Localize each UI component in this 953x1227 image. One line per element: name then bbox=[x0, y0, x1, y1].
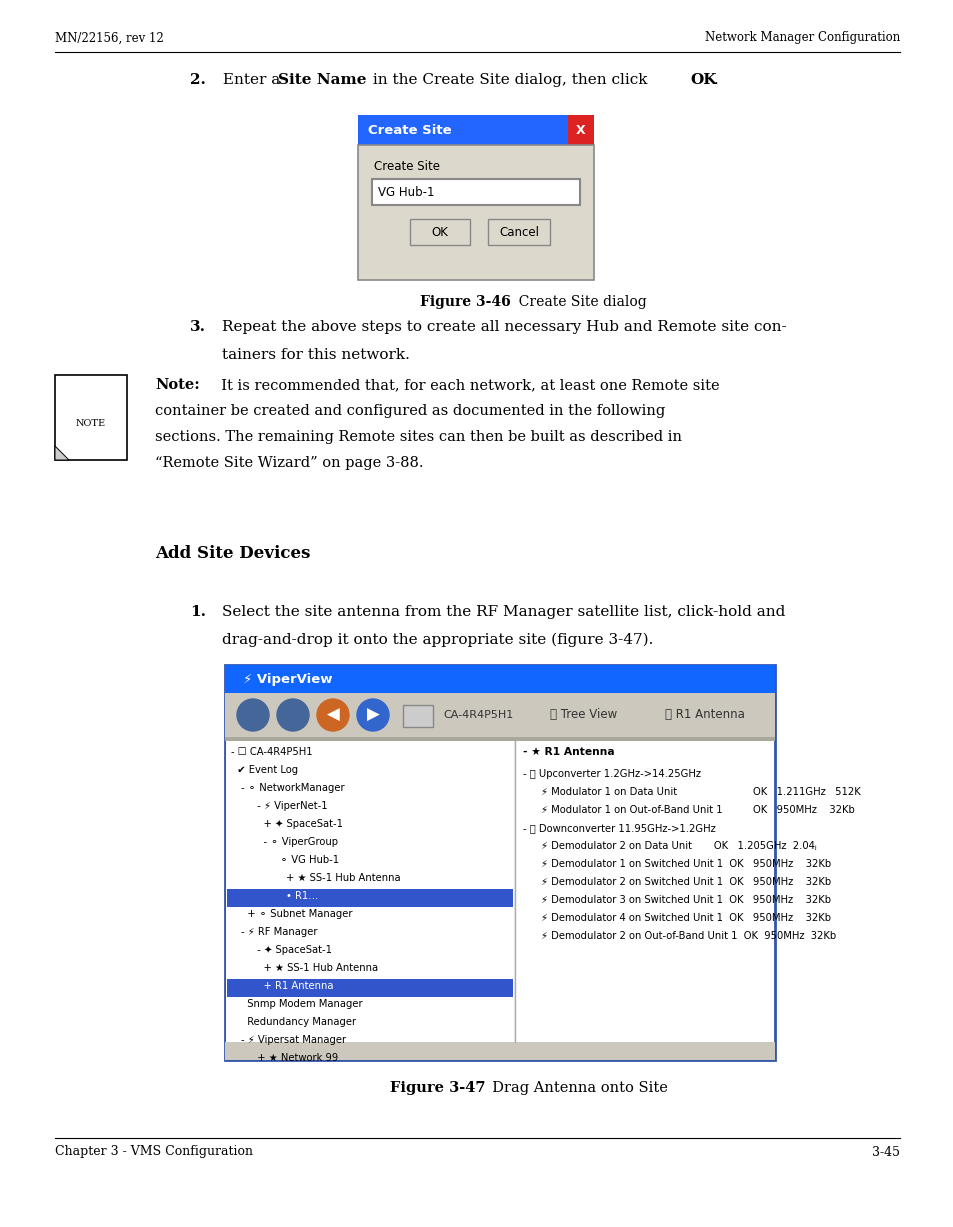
Text: .: . bbox=[713, 72, 718, 87]
Bar bbox=[357, 145, 594, 280]
Text: sections. The remaining Remote sites can then be built as described in: sections. The remaining Remote sites can… bbox=[154, 429, 681, 444]
Polygon shape bbox=[55, 445, 69, 460]
Text: + ★ SS-1 Hub Antenna: + ★ SS-1 Hub Antenna bbox=[251, 963, 377, 973]
Circle shape bbox=[276, 699, 309, 731]
Text: OK   950MHz    32Kb: OK 950MHz 32Kb bbox=[752, 805, 854, 815]
Bar bbox=[488, 218, 550, 245]
Text: ⚡ Modulator 1 on Out-of-Band Unit 1: ⚡ Modulator 1 on Out-of-Band Unit 1 bbox=[540, 805, 721, 815]
Text: Drag Antenna onto Site: Drag Antenna onto Site bbox=[482, 1081, 667, 1094]
Text: Figure 3-46: Figure 3-46 bbox=[419, 294, 510, 309]
Text: Figure 3-47: Figure 3-47 bbox=[390, 1081, 485, 1094]
Circle shape bbox=[316, 699, 349, 731]
Text: - ★ R1 Antenna: - ★ R1 Antenna bbox=[522, 747, 614, 757]
Bar bbox=[227, 890, 513, 907]
Text: Network Manager Configuration: Network Manager Configuration bbox=[704, 32, 899, 44]
Text: OK: OK bbox=[689, 72, 716, 87]
Text: - ⭐ Downconverter 11.95GHz->1.2GHz: - ⭐ Downconverter 11.95GHz->1.2GHz bbox=[522, 823, 715, 833]
Text: Create Site: Create Site bbox=[374, 161, 439, 173]
Text: drag-and-drop it onto the appropriate site (figure 3-47).: drag-and-drop it onto the appropriate si… bbox=[222, 633, 653, 648]
Text: It is recommended that, for each network, at least one Remote site: It is recommended that, for each network… bbox=[212, 378, 719, 391]
Bar bbox=[225, 1042, 774, 1060]
Text: ⚡ Demodulator 4 on Switched Unit 1  OK   950MHz    32Kb: ⚡ Demodulator 4 on Switched Unit 1 OK 95… bbox=[540, 913, 830, 923]
Bar bbox=[410, 218, 470, 245]
Bar bbox=[226, 741, 514, 1042]
Text: in the Create Site dialog, then click: in the Create Site dialog, then click bbox=[368, 72, 652, 87]
Text: + R1 Antenna: + R1 Antenna bbox=[251, 982, 334, 991]
Bar bbox=[372, 179, 579, 205]
Text: VG Hub-1: VG Hub-1 bbox=[377, 185, 434, 199]
Text: Cancel: Cancel bbox=[498, 226, 538, 238]
Circle shape bbox=[236, 699, 269, 731]
Text: Repeat the above steps to create all necessary Hub and Remote site con-: Repeat the above steps to create all nec… bbox=[222, 320, 786, 334]
Text: + ★ SS-1 Hub Antenna: + ★ SS-1 Hub Antenna bbox=[261, 872, 400, 883]
Text: NOTE: NOTE bbox=[76, 418, 106, 428]
Bar bbox=[225, 693, 774, 737]
Text: tainers for this network.: tainers for this network. bbox=[222, 348, 410, 362]
Text: ⚬ VG Hub-1: ⚬ VG Hub-1 bbox=[261, 855, 338, 865]
Text: - ⚡ ViperNet-1: - ⚡ ViperNet-1 bbox=[251, 801, 327, 811]
Text: + ✦ SpaceSat-1: + ✦ SpaceSat-1 bbox=[251, 818, 343, 829]
Bar bbox=[225, 665, 774, 1060]
Text: OK   1.211GHz   512K: OK 1.211GHz 512K bbox=[752, 787, 860, 798]
Text: 🦅 R1 Antenna: 🦅 R1 Antenna bbox=[664, 708, 744, 721]
Text: Chapter 3 - VMS Configuration: Chapter 3 - VMS Configuration bbox=[55, 1146, 253, 1158]
Circle shape bbox=[356, 699, 389, 731]
Text: OK: OK bbox=[431, 226, 448, 238]
Bar bbox=[225, 737, 774, 741]
Text: - ⭐ Upconverter 1.2GHz->14.25GHz: - ⭐ Upconverter 1.2GHz->14.25GHz bbox=[522, 769, 700, 779]
Text: Enter a: Enter a bbox=[218, 72, 285, 87]
Text: ⚡ Demodulator 2 on Switched Unit 1  OK   950MHz    32Kb: ⚡ Demodulator 2 on Switched Unit 1 OK 95… bbox=[540, 877, 830, 887]
Text: ✔ Event Log: ✔ Event Log bbox=[231, 764, 297, 775]
Text: - ⚡ RF Manager: - ⚡ RF Manager bbox=[241, 928, 317, 937]
Text: Site Name: Site Name bbox=[277, 72, 366, 87]
Text: ⚡ Modulator 1 on Data Unit: ⚡ Modulator 1 on Data Unit bbox=[540, 787, 677, 798]
Text: • R1…: • R1… bbox=[261, 891, 318, 901]
Bar bbox=[402, 706, 433, 728]
Text: Redundancy Manager: Redundancy Manager bbox=[241, 1017, 355, 1027]
Text: ⚡ Demodulator 1 on Switched Unit 1  OK   950MHz    32Kb: ⚡ Demodulator 1 on Switched Unit 1 OK 95… bbox=[540, 859, 830, 869]
Bar bbox=[567, 115, 594, 145]
Bar bbox=[55, 375, 127, 460]
Text: Note:: Note: bbox=[154, 378, 199, 391]
Text: ▶: ▶ bbox=[366, 706, 379, 724]
Text: ⚡ Demodulator 2 on Data Unit       OK   1.205GHz  2.04ⱼ: ⚡ Demodulator 2 on Data Unit OK 1.205GHz… bbox=[540, 840, 816, 852]
Text: 1.: 1. bbox=[190, 605, 206, 618]
Text: Snmp Modem Manager: Snmp Modem Manager bbox=[241, 999, 362, 1009]
Text: CA-4R4P5H1: CA-4R4P5H1 bbox=[442, 710, 513, 720]
Text: - ⚬ NetworkManager: - ⚬ NetworkManager bbox=[241, 783, 344, 793]
Text: ⚡ ViperView: ⚡ ViperView bbox=[243, 672, 333, 686]
Text: Create Site: Create Site bbox=[368, 124, 451, 136]
Text: - ⚬ ViperGroup: - ⚬ ViperGroup bbox=[251, 837, 337, 847]
Bar bbox=[516, 741, 773, 1042]
Text: 3-45: 3-45 bbox=[871, 1146, 899, 1158]
Text: “Remote Site Wizard” on page 3-88.: “Remote Site Wizard” on page 3-88. bbox=[154, 456, 423, 470]
Text: + ★ Network 99: + ★ Network 99 bbox=[251, 1053, 338, 1063]
Text: Select the site antenna from the RF Manager satellite list, click-hold and: Select the site antenna from the RF Mana… bbox=[222, 605, 784, 618]
Text: - ☐ CA-4R4P5H1: - ☐ CA-4R4P5H1 bbox=[231, 747, 313, 757]
Text: ⚡ Demodulator 3 on Switched Unit 1  OK   950MHz    32Kb: ⚡ Demodulator 3 on Switched Unit 1 OK 95… bbox=[540, 894, 830, 906]
Bar bbox=[227, 979, 513, 998]
Text: container be created and configured as documented in the following: container be created and configured as d… bbox=[154, 404, 664, 418]
Text: Add Site Devices: Add Site Devices bbox=[154, 545, 310, 562]
Text: MN/22156, rev 12: MN/22156, rev 12 bbox=[55, 32, 164, 44]
Bar bbox=[225, 665, 774, 693]
Text: 3.: 3. bbox=[190, 320, 206, 334]
Text: X: X bbox=[576, 124, 585, 136]
Text: 2.: 2. bbox=[190, 72, 206, 87]
Text: - ⚡ Vipersat Manager: - ⚡ Vipersat Manager bbox=[241, 1036, 346, 1045]
Text: - ✦ SpaceSat-1: - ✦ SpaceSat-1 bbox=[251, 945, 332, 955]
Text: 🌲 Tree View: 🌲 Tree View bbox=[550, 708, 617, 721]
Text: Create Site dialog: Create Site dialog bbox=[510, 294, 646, 309]
Bar bbox=[357, 115, 594, 145]
Text: + ⚬ Subnet Manager: + ⚬ Subnet Manager bbox=[241, 909, 352, 919]
Text: ⚡ Demodulator 2 on Out-of-Band Unit 1  OK  950MHz  32Kb: ⚡ Demodulator 2 on Out-of-Band Unit 1 OK… bbox=[540, 931, 835, 941]
Text: ◀: ◀ bbox=[326, 706, 339, 724]
